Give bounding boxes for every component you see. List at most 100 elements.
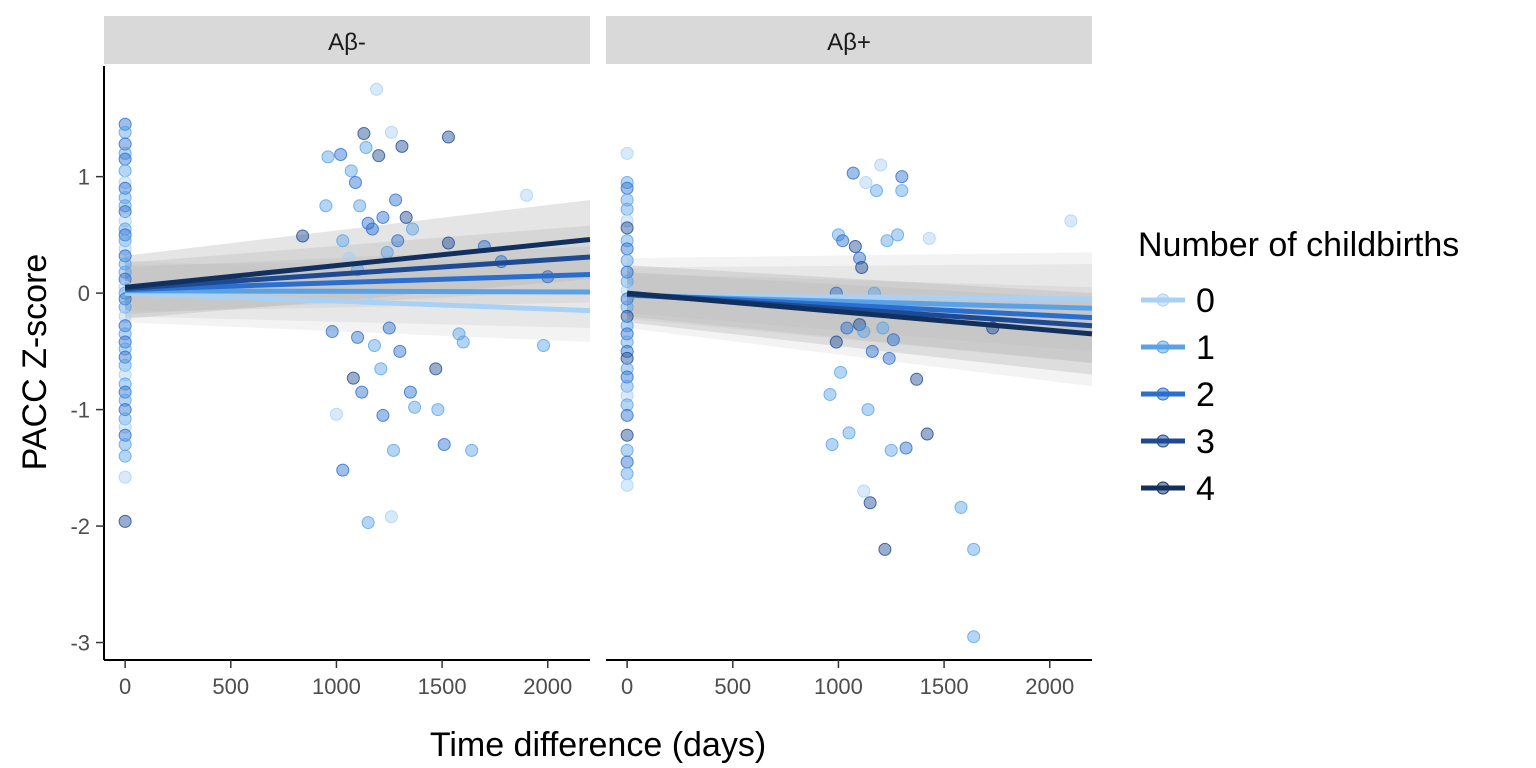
data-points (620, 146, 1078, 644)
fit-lines (124, 237, 591, 314)
data-point (118, 242, 132, 256)
x-tick-label: 500 (714, 674, 751, 699)
data-point (431, 403, 445, 417)
data-point (118, 368, 132, 382)
data-point (823, 387, 837, 401)
data-point (620, 398, 634, 412)
x-tick-label: 500 (212, 674, 249, 699)
data-point (370, 82, 384, 96)
data-point (620, 242, 634, 256)
data-point (620, 379, 634, 393)
data-point (118, 438, 132, 452)
fit-line-4 (124, 237, 591, 290)
data-point (537, 339, 551, 353)
data-points (118, 82, 555, 530)
data-point (842, 426, 856, 440)
fit-line-0 (125, 290, 591, 314)
legend-entry-0: 0 (1141, 282, 1215, 320)
data-point (372, 149, 386, 163)
data-point (620, 408, 634, 422)
data-point (353, 199, 367, 213)
x-axis-label: Time difference (days) (430, 726, 766, 764)
data-point (967, 542, 981, 556)
data-point (395, 139, 409, 153)
fit-line-1 (125, 288, 591, 295)
legend-title: Number of childbirths (1138, 226, 1459, 264)
data-point (859, 175, 873, 189)
facet-strip (606, 16, 1092, 64)
ribbon-0 (627, 252, 1092, 387)
legend-entry-label: 4 (1196, 470, 1215, 508)
x-tick-label: 2000 (523, 674, 572, 699)
data-point (374, 362, 388, 376)
data-point (118, 300, 132, 314)
data-point (836, 234, 850, 248)
legend-entry-label: 1 (1196, 329, 1215, 367)
data-point (620, 455, 634, 469)
data-point (118, 137, 132, 151)
data-point (361, 516, 375, 530)
data-point (118, 125, 132, 139)
facet-strip-label: Aβ+ (827, 29, 871, 56)
data-point (620, 443, 634, 457)
legend: Number of childbirths 0 1 2 3 4 (1138, 226, 1459, 508)
data-point (456, 335, 470, 349)
data-point (620, 344, 634, 358)
data-point (118, 164, 132, 178)
data-point (376, 210, 390, 224)
y-tick-label: 0 (78, 281, 90, 306)
data-point (922, 231, 936, 245)
data-point (861, 403, 875, 417)
data-point (882, 351, 896, 365)
data-point (384, 125, 398, 139)
legend-entry-2: 2 (1141, 376, 1215, 414)
data-point (620, 335, 634, 349)
data-point (846, 166, 860, 180)
data-point (118, 428, 132, 442)
data-point (891, 228, 905, 242)
data-point (118, 514, 132, 528)
x-tick-label: 1000 (814, 674, 863, 699)
data-point (359, 141, 373, 155)
data-point (620, 202, 634, 216)
data-point (825, 438, 839, 452)
data-point (437, 438, 451, 452)
data-point (357, 127, 371, 141)
data-point (620, 370, 634, 384)
data-point (620, 146, 634, 160)
data-point (441, 236, 455, 250)
panels-layer: Aβ- 0 500 1000 1500 2000 Aβ+ 0 500 1000 1500 2000 (104, 16, 1093, 699)
y-tick-label: -2 (70, 514, 90, 539)
data-point (367, 339, 381, 353)
legend-entries: 0 1 2 3 4 (1141, 282, 1215, 508)
data-point (403, 385, 417, 399)
data-point (895, 184, 909, 198)
data-point (620, 389, 634, 403)
data-point (389, 193, 403, 207)
data-point (878, 542, 892, 556)
x-tick-label: 1000 (312, 674, 361, 699)
data-point (376, 408, 390, 422)
data-point (886, 333, 900, 347)
y-tick-label: 1 (78, 165, 90, 190)
data-point (408, 400, 422, 414)
facet-panel-2: Aβ+ 0 500 1000 1500 2000 (606, 16, 1093, 699)
legend-entry-label: 0 (1196, 282, 1215, 320)
data-point (620, 254, 634, 268)
data-point (863, 496, 877, 510)
data-point (869, 184, 883, 198)
y-axis: -3 -2 -1 0 1 (70, 66, 105, 660)
data-point (874, 158, 888, 172)
data-point (465, 443, 479, 457)
data-point (855, 260, 869, 274)
data-point (406, 222, 420, 236)
data-point (620, 265, 634, 279)
data-point (344, 164, 358, 178)
facet-strip (104, 16, 590, 64)
data-point (620, 309, 634, 323)
data-point (954, 500, 968, 514)
fit-line-3 (124, 254, 591, 291)
data-point (325, 325, 339, 339)
data-point (620, 221, 634, 235)
